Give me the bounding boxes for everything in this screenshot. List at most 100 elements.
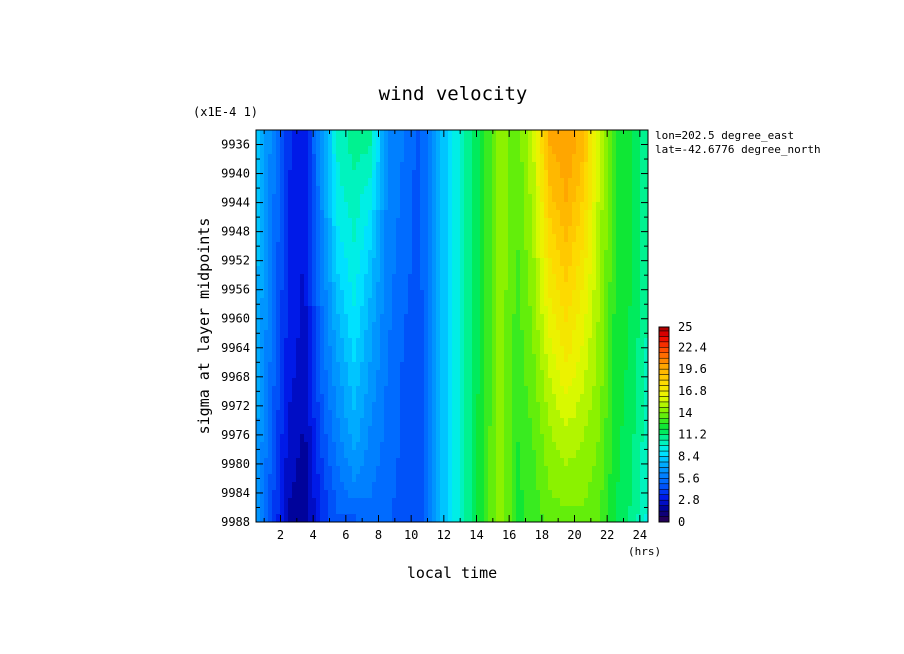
heatmap-cell [488,194,493,203]
heatmap-cell [328,154,333,163]
heatmap-cell [588,506,593,515]
heatmap-cell [320,442,325,451]
heatmap-cell [612,426,617,435]
heatmap-cell [364,282,369,291]
heatmap-cell [520,186,525,195]
heatmap-cell [304,306,309,315]
heatmap-cell [484,306,489,315]
heatmap-cell [548,354,553,363]
heatmap-cell [608,250,613,259]
heatmap-cell [256,170,261,179]
heatmap-cell [412,170,417,179]
heatmap-cell [364,314,369,323]
heatmap-cell [592,466,597,475]
heatmap-cell [316,130,321,139]
heatmap-cell [504,130,509,139]
heatmap-cell [456,234,461,243]
heatmap-cell [592,258,597,267]
heatmap-cell [492,226,497,235]
heatmap-cell [372,330,377,339]
heatmap-cell [572,210,577,219]
x-tick-label: 12 [437,528,451,542]
heatmap-cell [584,498,589,507]
heatmap-cell [496,418,501,427]
heatmap-cell [440,210,445,219]
heatmap-cell [408,458,413,467]
heatmap-cell [324,434,329,443]
heatmap-cell [364,154,369,163]
heatmap-cell [628,450,633,459]
heatmap-cell [520,514,525,522]
heatmap-cell [264,218,269,227]
heatmap-cell [268,234,273,243]
heatmap-cell [424,130,429,139]
heatmap-cell [556,426,561,435]
heatmap-cell [480,170,485,179]
heatmap-cell [536,298,541,307]
heatmap-cell [348,490,353,499]
heatmap-cell [644,282,648,291]
heatmap-cell [316,322,321,331]
heatmap-cell [268,394,273,403]
heatmap-cell [644,178,648,187]
heatmap-cell [580,138,585,147]
heatmap-cell [368,146,373,155]
heatmap-cell [408,138,413,147]
heatmap-cell [388,154,393,163]
heatmap-cell [540,346,545,355]
heatmap-cell [608,458,613,467]
heatmap-cell [472,218,477,227]
heatmap-cell [284,514,289,522]
heatmap-cell [632,490,637,499]
heatmap-cell [356,458,361,467]
heatmap-cell [312,386,317,395]
heatmap-cell [628,474,633,483]
heatmap-cell [488,514,493,522]
heatmap-cell [448,250,453,259]
heatmap-cell [364,506,369,515]
heatmap-cell [632,354,637,363]
heatmap-cell [488,226,493,235]
heatmap-cell [444,434,449,443]
heatmap-cell [548,202,553,211]
heatmap-cell [600,498,605,507]
heatmap-cell [588,226,593,235]
heatmap-cell [256,378,261,387]
heatmap-cell [264,178,269,187]
heatmap-cell [532,186,537,195]
heatmap-cell [268,250,273,259]
heatmap-cell [328,354,333,363]
heatmap-cell [532,314,537,323]
heatmap-cell [444,218,449,227]
heatmap-cell [496,426,501,435]
heatmap-cell [268,194,273,203]
heatmap-cell [324,466,329,475]
heatmap-cell [288,274,293,283]
heatmap-cell [476,442,481,451]
heatmap-cell [488,266,493,275]
heatmap-cell [476,482,481,491]
heatmap-cell [588,306,593,315]
heatmap-cell [376,298,381,307]
heatmap-cell [288,290,293,299]
heatmap-cell [308,226,313,235]
heatmap-cell [260,162,265,171]
heatmap-cell [300,162,305,171]
heatmap-cell [332,234,337,243]
heatmap-cell [312,354,317,363]
heatmap-cell [512,482,517,491]
heatmap-cell [336,162,341,171]
heatmap-cell [288,194,293,203]
heatmap-cell [468,442,473,451]
heatmap-cell [328,130,333,139]
heatmap-cell [320,242,325,251]
heatmap-cell [352,474,357,483]
heatmap-field [256,130,648,522]
y-tick-label: 9956 [221,283,250,297]
heatmap-cell [360,378,365,387]
heatmap-cell [396,154,401,163]
heatmap-cell [364,394,369,403]
heatmap-cell [268,226,273,235]
heatmap-cell [552,514,557,522]
heatmap-cell [548,466,553,475]
